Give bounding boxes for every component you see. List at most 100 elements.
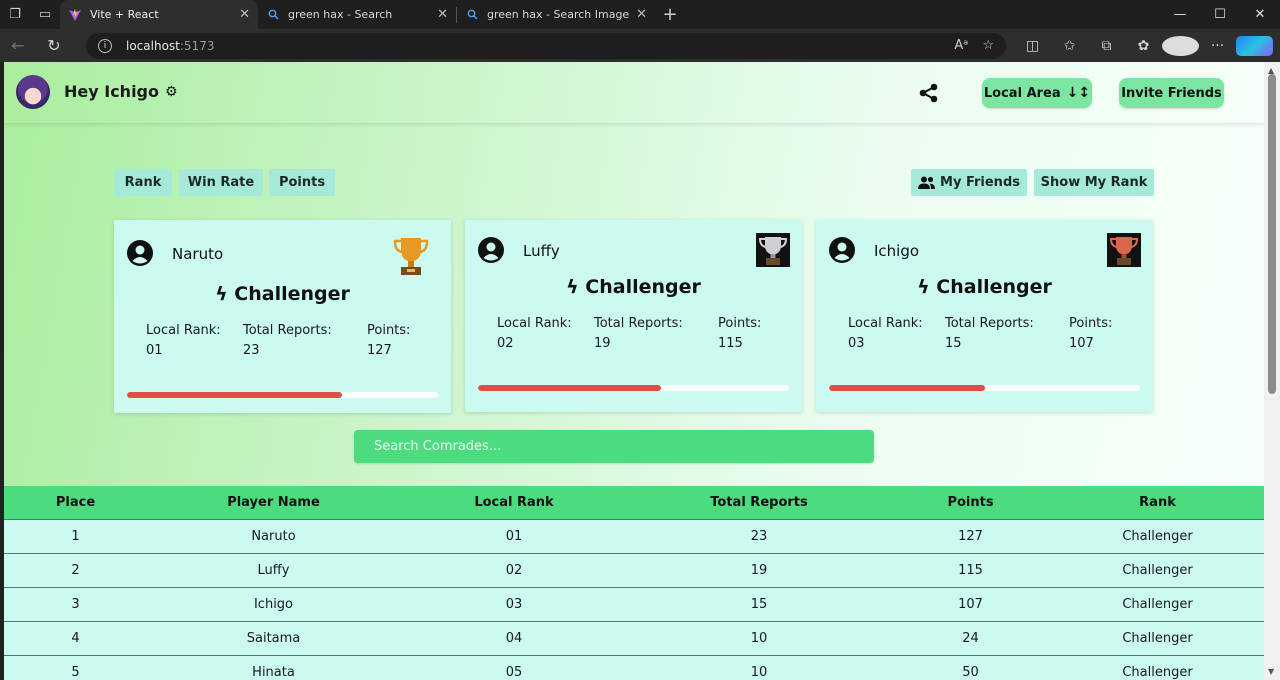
app-header: Hey Ichigo ⚙ Local Area ↓↕ Invite Friend… [4, 62, 1264, 124]
card-reports: 15 [945, 336, 962, 351]
sort-icon: ↓↕ [1066, 85, 1091, 101]
scrollbar-thumb[interactable] [1268, 74, 1276, 394]
local-area-label: Local Area [983, 85, 1061, 101]
show-my-rank-button[interactable]: Show My Rank [1034, 169, 1154, 196]
leaderboard-card-2[interactable]: Luffy ϟ Challenger Local Rank: 02 Total … [465, 220, 802, 412]
header-total-reports[interactable]: Total Reports [628, 486, 890, 519]
new-tab-button[interactable]: + [662, 4, 678, 25]
tab-separator [456, 7, 457, 23]
cell-local-rank: 04 [400, 620, 628, 655]
tab-title: green hax - Search Images [487, 8, 631, 21]
table-row[interactable]: 1 Naruto 01 23 127 Challenger [4, 518, 1264, 553]
gold-trophy-icon [393, 238, 429, 275]
back-icon[interactable]: ← [11, 36, 25, 55]
card-tier: ϟ Challenger [566, 276, 701, 298]
table-row[interactable]: 2 Luffy 02 19 115 Challenger [4, 552, 1264, 587]
close-window-icon[interactable]: ✕ [1254, 7, 1266, 22]
favorites-icon[interactable]: ✩ [1063, 37, 1076, 54]
browser-tab-2[interactable]: green hax - Search Images ✕ [457, 0, 655, 29]
cell-total-reports: 10 [628, 654, 890, 680]
filter-rank-button[interactable]: Rank [114, 169, 172, 196]
tab-actions-icon[interactable]: ▭ [38, 7, 52, 22]
invite-friends-button[interactable]: Invite Friends [1119, 78, 1224, 108]
card-local-rank: 03 [848, 336, 865, 351]
split-screen-icon[interactable]: ◫ [1025, 37, 1040, 54]
cell-player-name: Saitama [147, 620, 400, 655]
cell-local-rank: 01 [400, 518, 628, 553]
header-points[interactable]: Points [890, 486, 1051, 519]
copilot-icon[interactable] [1236, 35, 1273, 56]
card-points: 115 [718, 336, 743, 351]
cell-total-reports: 23 [628, 518, 890, 553]
my-friends-button[interactable]: My Friends [911, 169, 1027, 196]
card-progress-bar [478, 385, 789, 391]
cell-points: 50 [890, 654, 1051, 680]
filter-win-rate-button[interactable]: Win Rate [179, 169, 263, 196]
cell-place: 3 [4, 586, 147, 621]
header-place[interactable]: Place [4, 486, 147, 519]
header-player-name[interactable]: Player Name [147, 486, 400, 519]
cell-local-rank: 05 [400, 654, 628, 680]
card-reports-label: Total Reports: [594, 316, 683, 331]
site-info-icon[interactable]: i [98, 38, 112, 53]
extensions-icon[interactable]: ✿ [1137, 37, 1150, 54]
close-tab-icon[interactable]: ✕ [636, 7, 647, 22]
my-friends-label: My Friends [940, 175, 1020, 190]
minimize-icon[interactable]: — [1173, 7, 1187, 22]
url-host: localhost [126, 38, 180, 53]
header-rank[interactable]: Rank [1051, 486, 1264, 519]
card-player-name: Naruto [172, 245, 224, 263]
more-options-icon[interactable]: ··· [1210, 37, 1225, 54]
close-tab-icon[interactable]: ✕ [437, 7, 448, 22]
collections-icon[interactable]: ⧉ [1101, 37, 1112, 54]
header-local-rank[interactable]: Local Rank [400, 486, 628, 519]
card-progress-fill [478, 385, 662, 391]
address-bar-row: ← ↻ i localhost:5173 Aᵃ ☆ ◫ ✩ ⧉ ✿ ··· [0, 29, 1280, 62]
cell-player-name: Luffy [147, 552, 400, 587]
gear-icon[interactable]: ⚙ [165, 83, 178, 100]
tab-title: green hax - Search [288, 8, 393, 21]
friends-icon [918, 176, 936, 189]
profile-icon[interactable] [1162, 35, 1199, 56]
table-row[interactable]: 4 Saitama 04 10 24 Challenger [4, 620, 1264, 655]
vite-icon [68, 8, 82, 22]
cell-rank: Challenger [1051, 586, 1264, 621]
card-progress-bar [829, 385, 1140, 391]
table-row[interactable]: 5 Hinata 05 10 50 Challenger [4, 654, 1264, 680]
share-icon[interactable] [918, 82, 940, 104]
cell-place: 1 [4, 518, 147, 553]
browser-tab-0[interactable]: Vite + React ✕ [60, 0, 258, 29]
window-controls: — ☐ ✕ [1160, 0, 1280, 29]
search-input[interactable] [354, 430, 874, 463]
cell-rank: Challenger [1051, 552, 1264, 587]
card-progress-fill [127, 392, 342, 398]
local-area-button[interactable]: Local Area ↓↕ [982, 78, 1092, 108]
cell-local-rank: 03 [400, 586, 628, 621]
table-header-row: Place Player Name Local Rank Total Repor… [4, 486, 1264, 519]
table-row[interactable]: 3 Ichigo 03 15 107 Challenger [4, 586, 1264, 621]
card-reports: 19 [594, 336, 611, 351]
scroll-up-icon[interactable]: ▲ [1268, 66, 1275, 75]
favorite-star-icon[interactable]: ☆ [982, 38, 994, 53]
card-local-rank-label: Local Rank: [848, 316, 923, 331]
close-tab-icon[interactable]: ✕ [239, 7, 250, 22]
avatar[interactable] [16, 75, 50, 109]
cell-points: 24 [890, 620, 1051, 655]
user-icon [829, 237, 855, 263]
maximize-icon[interactable]: ☐ [1214, 7, 1226, 22]
leaderboard-card-3[interactable]: Ichigo ϟ Challenger Local Rank: 03 Total… [816, 220, 1153, 412]
page-scrollbar[interactable]: ▲ ▼ [1264, 62, 1280, 680]
browser-tab-1[interactable]: green hax - Search ✕ [258, 0, 456, 29]
url-port: :5173 [179, 38, 215, 53]
card-progress-bar [127, 392, 438, 398]
read-aloud-icon[interactable]: Aᵃ [954, 38, 969, 53]
card-reports-label: Total Reports: [243, 323, 332, 338]
url-field[interactable]: i localhost:5173 Aᵃ ☆ [86, 32, 1006, 59]
scroll-down-icon[interactable]: ▼ [1268, 667, 1275, 676]
refresh-icon[interactable]: ↻ [47, 36, 61, 55]
cell-points: 107 [890, 586, 1051, 621]
workspaces-icon[interactable]: ❐ [9, 7, 21, 22]
card-local-rank: 02 [497, 336, 514, 351]
filter-points-button[interactable]: Points [269, 169, 335, 196]
leaderboard-card-1[interactable]: Naruto ϟ Challenger Local Rank: 01 Total… [114, 220, 451, 413]
